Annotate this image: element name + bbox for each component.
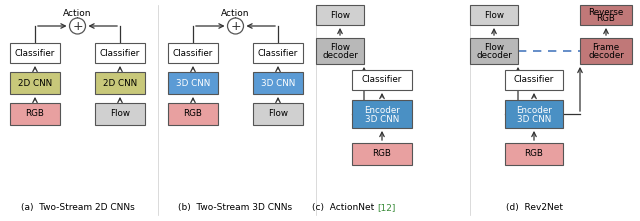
FancyBboxPatch shape [580,38,632,64]
FancyBboxPatch shape [10,103,60,125]
Text: RGB: RGB [26,109,44,118]
Text: Flow: Flow [268,109,288,118]
Text: Classifier: Classifier [15,48,55,57]
Text: Classifier: Classifier [362,76,402,84]
FancyBboxPatch shape [10,43,60,63]
Text: decoder: decoder [588,51,624,60]
Text: Classifier: Classifier [514,76,554,84]
Text: (c)  ActionNet: (c) ActionNet [312,203,377,212]
Text: (b)  Two-Stream 3D CNNs: (b) Two-Stream 3D CNNs [179,203,292,212]
Text: Reverse: Reverse [588,8,623,17]
Text: RGB: RGB [184,109,202,118]
FancyBboxPatch shape [505,143,563,165]
Text: [12]: [12] [377,203,396,212]
Text: +: + [230,19,241,32]
Text: 2D CNN: 2D CNN [103,78,137,88]
Text: Classifier: Classifier [258,48,298,57]
Text: 3D CNN: 3D CNN [261,78,295,88]
FancyBboxPatch shape [580,5,632,25]
FancyBboxPatch shape [253,43,303,63]
FancyBboxPatch shape [168,43,218,63]
FancyBboxPatch shape [352,70,412,90]
FancyBboxPatch shape [505,70,563,90]
FancyBboxPatch shape [95,43,145,63]
FancyBboxPatch shape [352,143,412,165]
Text: Flow: Flow [110,109,130,118]
FancyBboxPatch shape [316,5,364,25]
Text: Flow: Flow [330,11,350,19]
FancyBboxPatch shape [470,38,518,64]
FancyBboxPatch shape [168,103,218,125]
FancyBboxPatch shape [10,72,60,94]
Text: RGB: RGB [525,149,543,158]
FancyBboxPatch shape [95,103,145,125]
Text: Encoder: Encoder [516,106,552,115]
Text: Frame: Frame [593,43,620,52]
FancyBboxPatch shape [505,100,563,128]
Text: 2D CNN: 2D CNN [18,78,52,88]
Text: Flow: Flow [484,43,504,52]
Text: Encoder: Encoder [364,106,400,115]
Circle shape [70,18,86,34]
FancyBboxPatch shape [95,72,145,94]
FancyBboxPatch shape [352,100,412,128]
Text: 3D CNN: 3D CNN [517,114,551,124]
FancyBboxPatch shape [253,72,303,94]
Text: Classifier: Classifier [100,48,140,57]
Text: Flow: Flow [484,11,504,19]
Text: Action: Action [221,8,250,17]
Text: (a)  Two-Stream 2D CNNs: (a) Two-Stream 2D CNNs [20,203,134,212]
Text: decoder: decoder [476,51,512,60]
Text: RGB: RGB [596,14,616,23]
Text: RGB: RGB [372,149,392,158]
Text: +: + [72,19,83,32]
Text: decoder: decoder [322,51,358,60]
Text: 3D CNN: 3D CNN [365,114,399,124]
FancyBboxPatch shape [316,38,364,64]
Text: Classifier: Classifier [173,48,213,57]
Text: 3D CNN: 3D CNN [176,78,210,88]
Text: Flow: Flow [330,43,350,52]
Text: (d)  Rev2Net: (d) Rev2Net [506,203,563,212]
FancyBboxPatch shape [168,72,218,94]
Circle shape [227,18,243,34]
FancyBboxPatch shape [470,5,518,25]
FancyBboxPatch shape [253,103,303,125]
Text: Action: Action [63,8,92,17]
